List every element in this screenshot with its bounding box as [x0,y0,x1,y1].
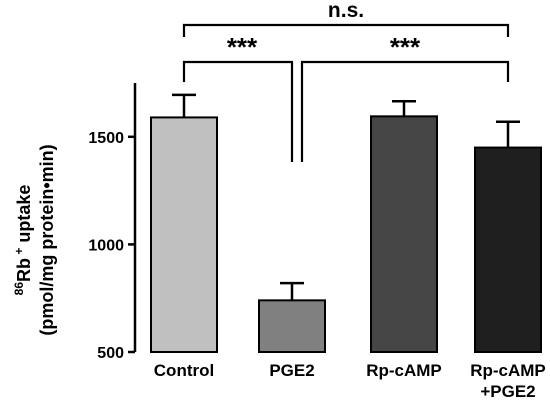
category-label-0: Control [154,361,214,380]
bracket-sig-label-2: *** [390,32,421,62]
bracket-control-pge2 [182,60,294,162]
bar-1 [258,299,326,353]
y-tick-label-500: 500 [97,345,124,362]
category-label-2: Rp-cAMP [366,361,442,380]
bracket-ns [182,23,510,37]
bracket-sig-label-1: *** [227,32,258,62]
bracket-pge2-rpcamp-pge2 [300,60,510,162]
category-label-3-line2: +PGE2 [480,382,535,401]
category-label-1: PGE2 [269,361,314,380]
y-axis-label-uptake: uptake [14,185,34,248]
y-axis-label-isotope: 86 [12,282,26,296]
category-label-3: Rp-cAMP [470,361,546,380]
y-axis-label-line2: (pmol/mg protein•min) [37,144,57,335]
bar-3 [474,146,542,353]
y-axis-label-element: Rb [14,258,34,282]
y-axis-label: 86Rb + uptake (pmol/mg protein•min) [12,144,57,335]
y-axis-label-charge: + [12,248,26,258]
bracket-ns-label: n.s. [328,0,364,22]
bar-0 [150,116,218,353]
y-tick-label-1000: 1000 [88,237,124,254]
y-tick-label-1500: 1500 [88,130,124,147]
chart-axes: 500 1000 1500 [88,83,137,362]
bar-2 [370,115,438,353]
y-axis-label-line1: 86Rb + uptake [12,185,34,296]
significance-brackets: n.s. *** *** [182,0,510,162]
chart-bars: Control PGE2 Rp-cAMP Rp-cAMP +PGE2 [150,93,546,401]
